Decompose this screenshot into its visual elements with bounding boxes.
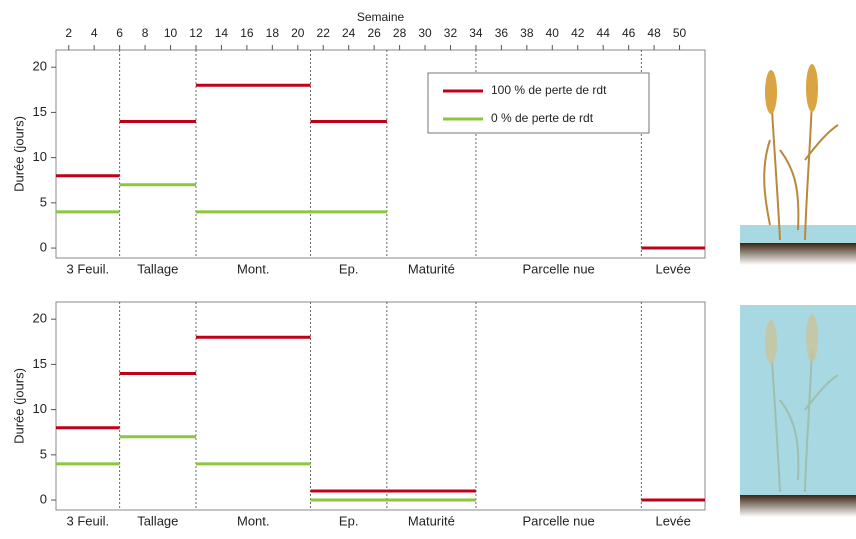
- x-tick-label: 10: [164, 26, 178, 40]
- stage-label: Levée: [655, 513, 690, 528]
- x-tick-label: 42: [571, 26, 585, 40]
- y-tick-label: 0: [40, 239, 47, 254]
- stage-label: Maturité: [408, 261, 455, 276]
- x-tick-label: 36: [495, 26, 509, 40]
- x-tick-label: 18: [266, 26, 280, 40]
- stage-label: Mont.: [237, 261, 270, 276]
- x-tick-label: 8: [142, 26, 149, 40]
- x-tick-label: 6: [116, 26, 123, 40]
- x-tick-label: 20: [291, 26, 305, 40]
- x-tick-label: 32: [444, 26, 458, 40]
- x-tick-label: 26: [367, 26, 381, 40]
- stage-label: 3 Feuil.: [66, 261, 109, 276]
- stage-label: Parcelle nue: [523, 513, 595, 528]
- x-tick-label: 2: [65, 26, 72, 40]
- y-tick-label: 15: [33, 356, 47, 371]
- y-tick-label: 0: [40, 491, 47, 506]
- stage-label: 3 Feuil.: [66, 513, 109, 528]
- y-tick-label: 20: [33, 59, 47, 74]
- x-tick-label: 12: [189, 26, 203, 40]
- x-tick-label: 28: [393, 26, 407, 40]
- y-axis-label: Durée (jours): [11, 116, 26, 192]
- y-axis-label: Durée (jours): [11, 368, 26, 444]
- wheat-illustration: [740, 64, 856, 265]
- x-tick-label: 16: [240, 26, 254, 40]
- x-tick-label: 30: [418, 26, 432, 40]
- stage-label: Mont.: [237, 513, 270, 528]
- plot-frame: [56, 302, 705, 510]
- x-tick-label: 24: [342, 26, 356, 40]
- x-tick-label: 48: [647, 26, 661, 40]
- y-tick-label: 5: [40, 194, 47, 209]
- legend-label: 0 % de perte de rdt: [491, 111, 594, 125]
- legend-label: 100 % de perte de rdt: [491, 83, 607, 97]
- y-tick-label: 20: [33, 311, 47, 326]
- x-tick-label: 46: [622, 26, 636, 40]
- y-tick-label: 5: [40, 446, 47, 461]
- x-tick-label: 4: [91, 26, 98, 40]
- stage-label: Tallage: [137, 261, 178, 276]
- stage-label: Ep.: [339, 261, 359, 276]
- x-tick-label: 34: [469, 26, 483, 40]
- x-tick-label: 38: [520, 26, 534, 40]
- y-tick-label: 10: [33, 149, 47, 164]
- x-tick-label: 40: [546, 26, 560, 40]
- stage-label: Levée: [655, 261, 690, 276]
- x-axis-label: Semaine: [357, 10, 405, 24]
- y-tick-label: 10: [33, 401, 47, 416]
- chart: 05101520Durée (jours)2468101214161820222…: [0, 0, 856, 534]
- stage-label: Tallage: [137, 513, 178, 528]
- stage-label: Maturité: [408, 513, 455, 528]
- x-tick-label: 14: [215, 26, 229, 40]
- y-tick-label: 15: [33, 104, 47, 119]
- x-tick-label: 50: [673, 26, 687, 40]
- wheat-illustration-faded: [740, 305, 856, 517]
- x-tick-label: 22: [317, 26, 331, 40]
- stage-label: Parcelle nue: [523, 261, 595, 276]
- stage-label: Ep.: [339, 513, 359, 528]
- x-tick-label: 44: [597, 26, 611, 40]
